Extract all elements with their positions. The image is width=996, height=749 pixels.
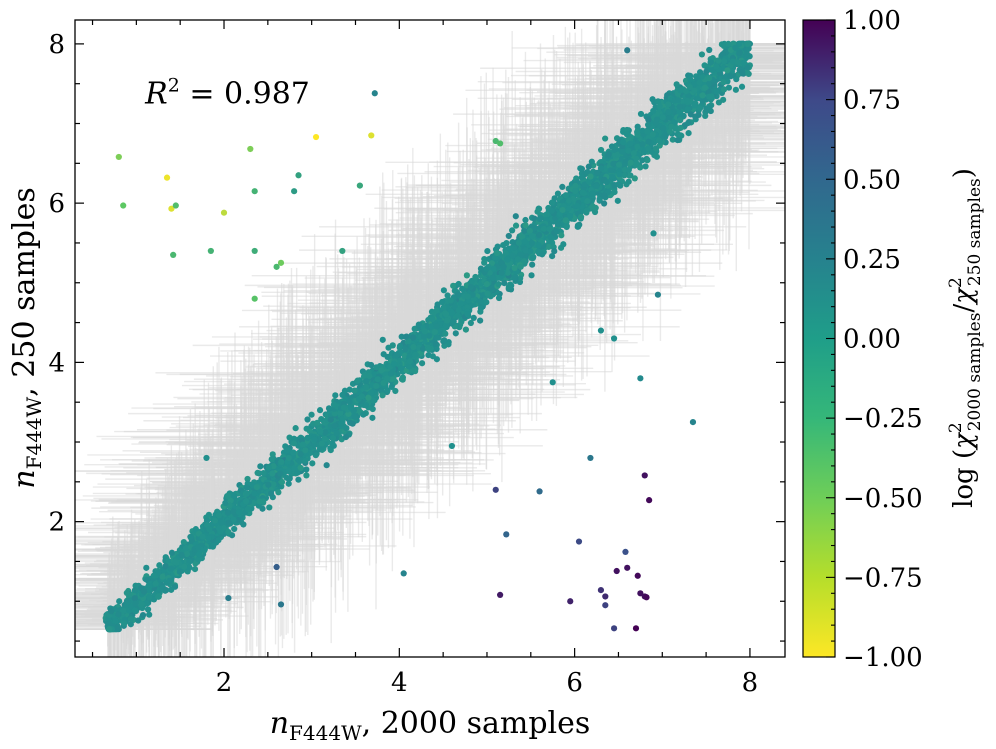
data-point: [389, 342, 396, 349]
data-point: [463, 272, 470, 279]
data-point: [602, 135, 609, 142]
data-point: [380, 351, 387, 358]
scatter-points: [102, 40, 753, 633]
data-point: [257, 463, 264, 470]
data-point: [611, 189, 618, 196]
data-point: [703, 68, 710, 75]
data-point: [308, 411, 315, 418]
data-point: [429, 353, 436, 360]
data-point: [224, 493, 231, 500]
data-point: [509, 227, 516, 234]
data-point: [578, 165, 586, 172]
data-point: [733, 76, 740, 83]
data-point: [631, 175, 638, 182]
data-point: [343, 425, 350, 432]
data-point: [687, 111, 694, 118]
data-point: [439, 298, 446, 306]
data-point: [462, 326, 469, 333]
data-point: [522, 216, 529, 224]
data-point: [484, 247, 491, 255]
data-point: [559, 183, 566, 190]
data-point: [392, 387, 399, 395]
data-point: [512, 213, 519, 220]
data-point: [303, 472, 310, 479]
data-point: [608, 173, 616, 181]
data-point: [529, 254, 537, 262]
data-point: [467, 319, 474, 327]
data-point: [702, 112, 709, 120]
data-point: [418, 360, 426, 367]
data-point: [698, 51, 706, 58]
data-point: [720, 86, 728, 93]
data-point: [706, 46, 713, 54]
data-point: [332, 392, 339, 399]
data-point: [143, 564, 150, 571]
data-point: [135, 617, 142, 624]
data-point: [156, 562, 163, 569]
data-point: [450, 282, 457, 289]
data-point: [309, 460, 316, 467]
data-point: [354, 377, 361, 384]
data-point: [477, 308, 484, 315]
data-point: [554, 190, 562, 197]
data-point: [295, 476, 302, 483]
data-point: [433, 307, 440, 314]
data-point: [732, 86, 739, 93]
data-point: [601, 200, 608, 207]
data-point: [379, 336, 386, 343]
data-point: [168, 549, 176, 556]
data-point: [215, 537, 222, 544]
data-point: [369, 414, 376, 421]
data-point: [503, 239, 510, 247]
data-point: [642, 163, 649, 170]
data-point: [275, 489, 282, 496]
data-point: [452, 330, 459, 337]
data-point: [562, 192, 569, 199]
data-point: [575, 223, 582, 230]
data-point: [312, 452, 319, 459]
data-point: [339, 391, 346, 399]
data-point: [316, 407, 324, 414]
data-point: [144, 606, 152, 613]
data-point: [266, 504, 273, 511]
data-point: [191, 566, 199, 573]
data-point: [323, 462, 330, 469]
data-point: [477, 317, 484, 324]
data-point: [502, 250, 509, 257]
data-point: [440, 287, 447, 294]
